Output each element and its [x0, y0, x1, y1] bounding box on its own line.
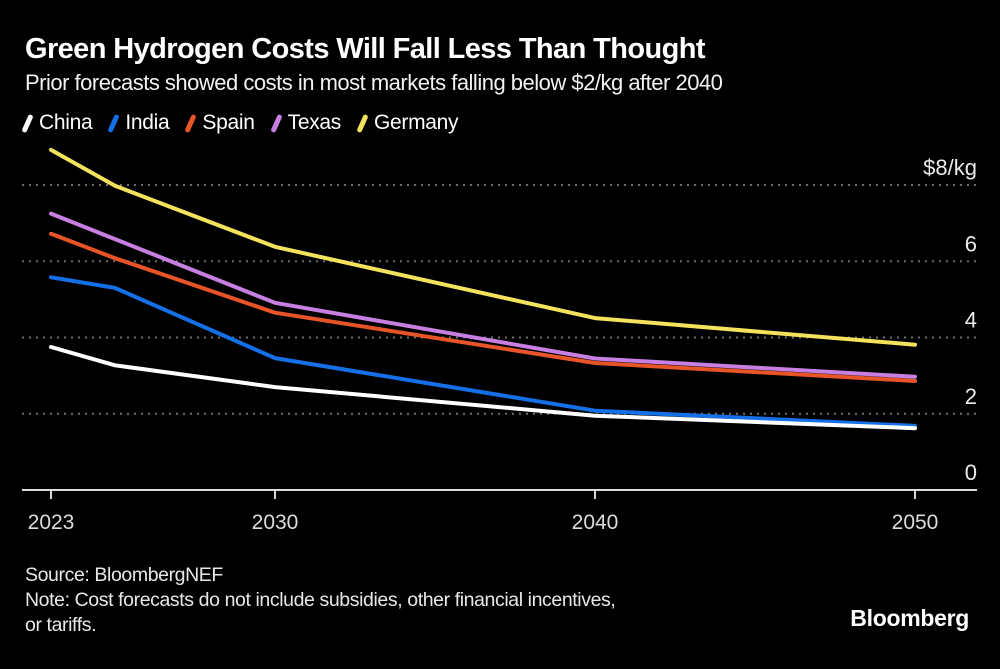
y-axis-label-6: 6 [965, 231, 977, 256]
bloomberg-logo: Bloomberg [850, 605, 969, 631]
legend-item-india: India [107, 111, 170, 135]
legend-label: Texas [287, 111, 342, 134]
legend-slash-icon [356, 113, 369, 133]
legend-item-texas: Texas [269, 111, 342, 135]
legend-item-spain: Spain [184, 111, 255, 135]
legend-label: Spain [202, 111, 255, 134]
legend-label: China [39, 111, 93, 134]
series-line-spain [49, 231, 917, 383]
series-line-india [49, 275, 917, 428]
series-line-germany [49, 147, 917, 347]
line-chart: $8/kg 6 4 2 0 2023 2030 2040 2050 [22, 147, 977, 534]
y-axis-label-4: 4 [965, 308, 977, 333]
legend-item-germany: Germany [356, 111, 459, 135]
note-text-line-1: Note: Cost forecasts do not include subs… [25, 589, 616, 611]
series-line-china [49, 345, 917, 431]
x-axis-label-2023: 2023 [28, 511, 75, 534]
footer: Source: BloombergNEF Note: Cost forecast… [25, 563, 616, 638]
chart-legend: China India Spain Texas Germany [21, 111, 459, 135]
legend-slash-icon [21, 113, 34, 133]
x-axis-labels: 2023 2030 2040 2050 [28, 511, 939, 534]
y-axis-label-2: 2 [965, 384, 977, 409]
source-text: Source: BloombergNEF [25, 564, 223, 586]
legend-slash-icon [184, 113, 198, 133]
legend-slash-icon [107, 113, 121, 133]
series-line-texas [49, 211, 917, 379]
chart-subtitle: Prior forecasts showed costs in most mar… [25, 70, 723, 95]
x-axis [22, 489, 977, 499]
x-axis-label-2030: 2030 [252, 511, 299, 534]
legend-label: Germany [374, 111, 459, 134]
series-lines [49, 147, 917, 431]
y-axis-label-0: 0 [965, 460, 977, 485]
note-text-line-2: or tariffs. [25, 614, 97, 636]
x-axis-label-2040: 2040 [572, 511, 619, 534]
gridlines [22, 184, 977, 415]
legend-label: India [125, 111, 170, 134]
y-axis-labels: $8/kg 6 4 2 0 [923, 155, 977, 485]
x-axis-label-2050: 2050 [892, 511, 939, 534]
legend-item-china: China [21, 111, 93, 135]
legend-slash-icon [269, 113, 283, 133]
chart-title: Green Hydrogen Costs Will Fall Less Than… [25, 33, 705, 65]
y-axis-label-8: $8/kg [923, 155, 977, 180]
